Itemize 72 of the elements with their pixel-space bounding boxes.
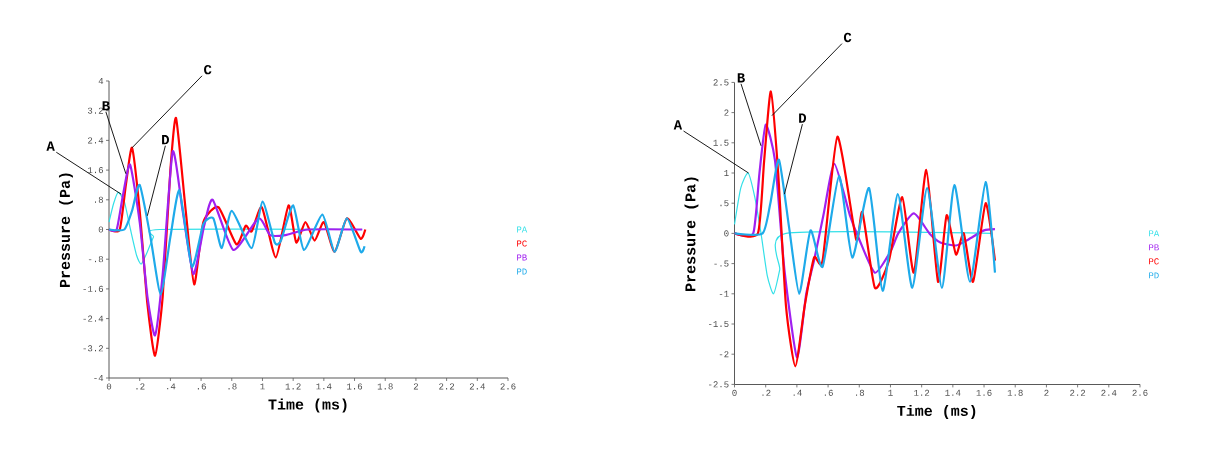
y-tick-label: -2 — [719, 351, 729, 358]
x-tick-label: 1.4 — [945, 389, 961, 396]
y-tick-label: 1 — [724, 170, 729, 176]
y-tick-label: 2.5 — [713, 79, 729, 86]
x-tick-label: 0 — [106, 383, 112, 390]
y-tick-label: .8 — [95, 196, 103, 203]
x-tick-label: 2.6 — [500, 383, 516, 390]
x-tick-label: 0 — [732, 389, 737, 396]
y-tick-label: -.8 — [88, 256, 103, 263]
y-tick-label: 0 — [724, 230, 729, 237]
x-tick-label: .4 — [793, 389, 802, 396]
x-tick-label: 2 — [1044, 389, 1049, 396]
y-tick-label: 1.6 — [88, 167, 104, 174]
annotation: D — [799, 113, 807, 123]
y-tick-label: -1 — [719, 290, 729, 297]
x-tick-label: .6 — [824, 389, 833, 396]
text: PD — [1149, 272, 1159, 279]
x-tick-label: 2.2 — [1070, 389, 1086, 396]
x-tick-label: 2 — [413, 383, 418, 390]
annotation: D — [162, 135, 170, 145]
text: PB — [1149, 244, 1159, 251]
x-axis-title: Time (ms) — [268, 398, 347, 413]
x-tick-label: 1 — [260, 383, 265, 390]
y-axis-title: Pressure (Pa) — [684, 177, 699, 291]
x-tick-label: 1.8 — [1007, 389, 1023, 396]
text: PC — [517, 240, 527, 247]
y-tick-label: 4 — [98, 78, 104, 84]
x-tick-label: 1.6 — [347, 383, 363, 390]
y-tick-label: .5 — [720, 200, 729, 207]
x-tick-label: .4 — [167, 383, 176, 390]
x-tick-label: .8 — [228, 383, 237, 390]
annotation: B — [737, 73, 745, 83]
x-tick-label: 2.4 — [469, 383, 485, 390]
x-tick-label: 2.2 — [439, 383, 455, 390]
text: PD — [517, 268, 527, 275]
x-tick-label: .8 — [856, 389, 865, 396]
annotation: C — [204, 64, 212, 75]
x-tick-label: .2 — [136, 383, 145, 390]
x-tick-label: 1.6 — [976, 389, 992, 396]
y-tick-label: -1.6 — [83, 285, 104, 292]
x-tick-label: .6 — [197, 383, 206, 390]
text: PA — [517, 226, 528, 233]
x-tick-label: 1 — [888, 389, 893, 396]
text: PC — [1149, 258, 1159, 265]
x-tick-label: 2.4 — [1101, 389, 1117, 396]
x-tick-label: 1.4 — [316, 383, 332, 390]
y-tick-label: -2.4 — [83, 315, 104, 322]
y-tick-label: 0 — [98, 226, 104, 233]
annotation: A — [46, 141, 55, 151]
annotation: A — [673, 120, 683, 130]
y-tick-label: -.5 — [714, 260, 729, 267]
x-tick-label: 1.2 — [914, 389, 930, 396]
x-tick-label: .2 — [762, 389, 771, 396]
text: PA — [1149, 230, 1160, 237]
x-tick-label: 1.8 — [377, 383, 393, 390]
y-tick-label: 2 — [724, 109, 729, 116]
y-tick-label: -1.5 — [708, 320, 729, 328]
text: PB — [517, 254, 527, 261]
x-tick-label: 1.2 — [285, 383, 301, 390]
line-series — [733, 90, 997, 368]
y-tick-label: -3.2 — [83, 345, 103, 352]
annotation: C — [843, 32, 852, 43]
y-tick-label: -2.5 — [708, 381, 729, 388]
annotation: B — [102, 101, 110, 111]
y-tick-label: 3.2 — [87, 107, 103, 114]
x-tick-label: 2.6 — [1132, 389, 1148, 396]
y-axis-title: Pressure (Pa) — [58, 173, 73, 288]
y-tick-label: 2.4 — [88, 137, 104, 144]
y-tick-label: -4 — [94, 375, 104, 381]
y-tick-label: 1.5 — [713, 139, 729, 146]
line-series — [107, 183, 366, 296]
x-axis-title: Time (ms) — [897, 404, 976, 419]
